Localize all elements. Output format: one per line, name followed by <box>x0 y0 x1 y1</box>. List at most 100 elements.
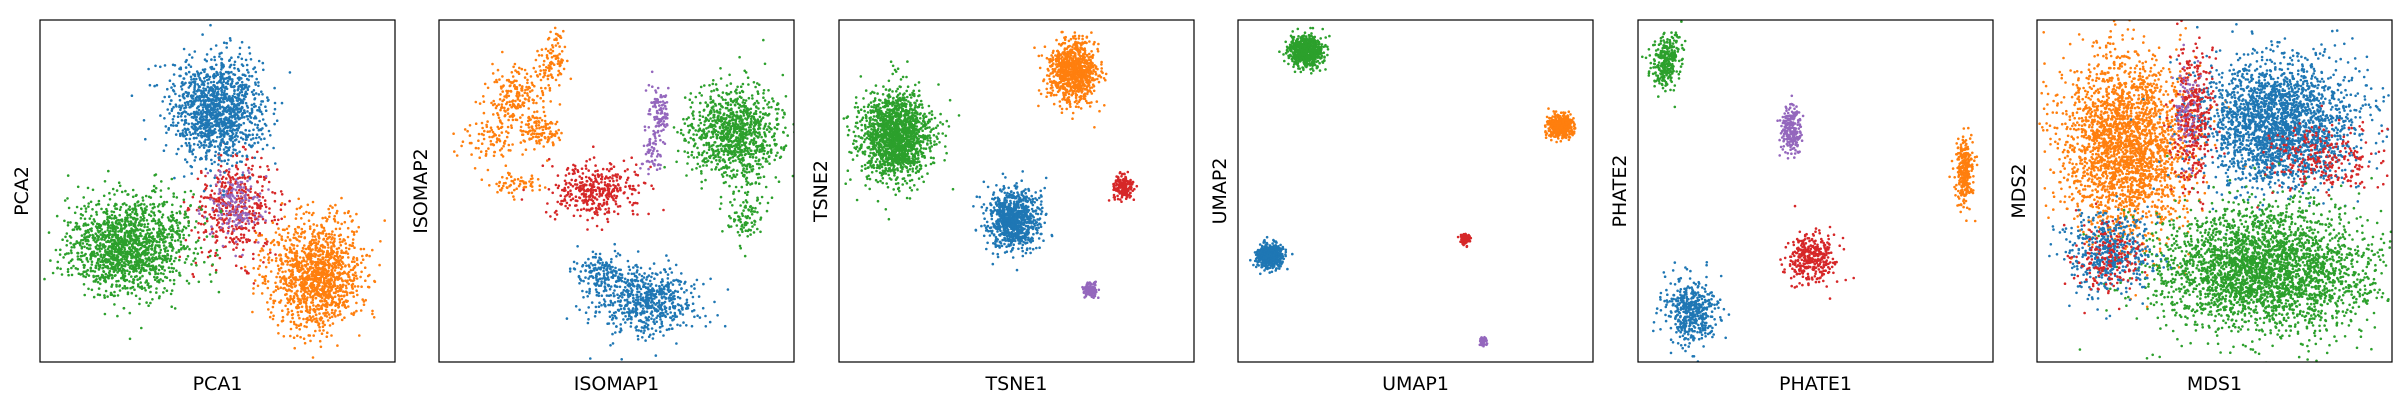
data-point <box>337 246 341 250</box>
data-point <box>91 236 95 240</box>
data-point <box>173 176 176 180</box>
data-point <box>91 254 95 257</box>
data-point <box>182 236 185 240</box>
data-point <box>89 200 93 204</box>
data-point <box>195 220 198 223</box>
data-point <box>515 107 518 110</box>
data-point <box>219 117 223 121</box>
data-point <box>130 264 134 267</box>
data-point <box>112 224 116 228</box>
data-point <box>316 242 320 246</box>
data-point <box>186 254 190 258</box>
data-point <box>330 311 334 315</box>
data-point <box>98 257 101 261</box>
data-point <box>124 224 128 228</box>
data-point <box>120 229 123 232</box>
data-point <box>253 212 256 215</box>
data-point <box>113 303 116 306</box>
data-point <box>288 281 291 285</box>
data-point <box>301 230 304 234</box>
data-point <box>111 235 114 238</box>
data-point <box>99 233 102 236</box>
data-point <box>249 138 253 141</box>
data-point <box>173 84 176 88</box>
data-point <box>337 263 340 267</box>
data-point <box>343 305 347 309</box>
data-point <box>267 188 270 191</box>
data-point <box>267 98 270 102</box>
data-point <box>342 251 345 254</box>
data-point <box>278 301 282 304</box>
data-point <box>175 269 178 273</box>
data-point <box>87 287 90 291</box>
data-point <box>313 235 317 238</box>
data-point <box>66 268 70 271</box>
data-point <box>245 216 249 220</box>
data-point <box>293 322 296 326</box>
data-point <box>223 159 227 162</box>
data-point <box>194 241 198 244</box>
data-point <box>263 178 266 181</box>
data-point <box>161 279 165 283</box>
data-point <box>372 316 376 319</box>
data-point <box>228 167 231 171</box>
data-point <box>89 257 93 260</box>
data-point <box>92 280 96 283</box>
data-point <box>143 223 146 226</box>
data-point <box>343 270 346 274</box>
data-point <box>157 219 160 222</box>
data-point <box>152 211 156 214</box>
data-point <box>104 272 108 276</box>
data-point <box>204 144 208 147</box>
data-point <box>241 137 245 141</box>
data-point <box>351 241 355 245</box>
data-point <box>312 334 316 337</box>
data-point <box>149 285 153 288</box>
data-point <box>258 195 262 198</box>
data-point <box>120 271 124 275</box>
data-point <box>318 325 321 329</box>
data-point <box>314 279 318 283</box>
data-point <box>102 270 106 274</box>
data-point <box>258 136 261 139</box>
data-point <box>286 231 290 235</box>
data-point <box>110 283 114 287</box>
data-point <box>312 230 315 233</box>
data-point <box>119 258 123 262</box>
data-point <box>310 286 314 290</box>
data-point <box>229 197 233 200</box>
data-point <box>292 295 296 298</box>
data-point <box>337 234 341 238</box>
data-point <box>326 250 330 253</box>
data-point <box>273 122 276 126</box>
data-point <box>143 254 147 257</box>
data-point <box>221 244 225 248</box>
data-point <box>335 254 339 258</box>
data-point <box>193 50 197 53</box>
data-point <box>207 130 210 133</box>
data-point <box>371 312 374 316</box>
data-point <box>218 148 222 151</box>
data-point <box>181 129 185 132</box>
data-point <box>337 305 341 308</box>
data-point <box>162 226 165 230</box>
data-point <box>195 264 198 267</box>
data-point <box>98 229 102 233</box>
data-point <box>343 239 347 242</box>
data-point <box>231 80 234 83</box>
data-point <box>149 301 152 305</box>
data-point <box>170 224 174 227</box>
data-point <box>89 244 92 247</box>
data-point <box>178 229 181 233</box>
data-point <box>254 81 257 84</box>
data-point <box>165 289 169 293</box>
data-point <box>204 134 207 137</box>
data-point <box>230 224 234 228</box>
data-point <box>184 238 188 242</box>
data-point <box>132 208 135 212</box>
data-point <box>141 274 144 278</box>
data-point <box>248 176 252 180</box>
data-point <box>63 219 66 223</box>
data-point <box>115 203 118 206</box>
data-point <box>214 268 218 272</box>
